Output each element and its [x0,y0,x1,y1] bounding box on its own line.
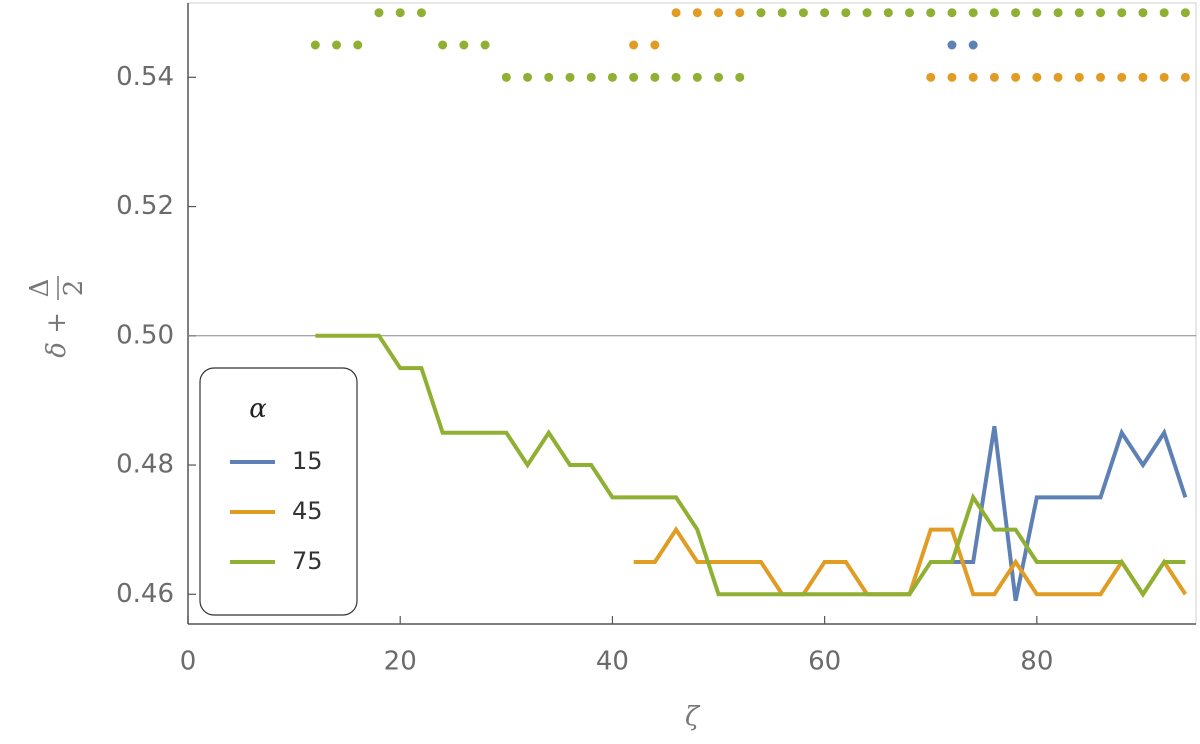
series-point [501,72,511,82]
series-point [586,72,596,82]
series-point [777,8,787,18]
series-point [1032,8,1042,18]
legend-label: 45 [292,497,323,525]
x-tick-label: 60 [808,647,841,677]
series-point [756,8,766,18]
x-tick-label: 0 [180,647,197,677]
series-point [650,40,660,50]
series-point [650,72,660,82]
series-point [438,40,448,50]
series-point [480,40,490,50]
y-label-text: δ + [42,312,72,358]
x-tick-label: 80 [1020,647,1053,677]
y-axis-label: δ + Δ 2 [25,276,89,358]
series-line [951,425,1188,602]
series-point [883,8,893,18]
series-point [947,8,957,18]
series-point [692,72,702,82]
series-point [353,40,363,50]
x-tick-label: 20 [384,647,417,677]
series-point [798,8,808,18]
series-point [565,72,575,82]
y-label-denominator: 2 [59,280,89,297]
series-point [968,72,978,82]
series-point [1011,72,1021,82]
series-point [1138,8,1148,18]
series-point [523,72,533,82]
legend-label: 15 [292,447,323,475]
x-axis-label: ζ [685,702,701,732]
series-line [315,333,1186,598]
series-point [671,72,681,82]
series-point [1074,8,1084,18]
series-point [629,72,639,82]
series-point [1117,8,1127,18]
y-tick-label: 0.48 [116,450,174,480]
legend-box [199,367,358,616]
series-point [1096,8,1106,18]
series-point [1138,72,1148,82]
series-point [1117,72,1127,82]
series-point [310,40,320,50]
series-point [332,40,342,50]
series-point [629,40,639,50]
series-point [926,72,936,82]
legend-title: α [249,394,267,424]
series-point [374,8,384,18]
series-point [947,40,957,50]
series-point [905,8,915,18]
series-point [735,72,745,82]
series-point [692,8,702,18]
series-point [1159,8,1169,18]
series-point [671,8,681,18]
series-point [714,8,724,18]
series-point [862,8,872,18]
series-point [1180,8,1190,18]
plot-area: 0 20 40 60 80 0.46 0.48 0.50 0.52 0.54 [116,3,1196,677]
legend-label: 75 [292,547,323,575]
y-label-numerator: Δ [25,279,55,298]
y-tick-label: 0.50 [116,320,174,350]
series-point [989,8,999,18]
series-point [1180,72,1190,82]
series-point [1011,8,1021,18]
series-point [820,8,830,18]
legend: α 15 45 75 [199,367,358,616]
series-point [1096,72,1106,82]
series-point [926,8,936,18]
series-point [416,8,426,18]
series-point [544,72,554,82]
series-point [1053,72,1063,82]
series-point [714,72,724,82]
series-point [968,40,978,50]
series-point [607,72,617,82]
y-tick-label: 0.46 [116,579,174,609]
series-point [1074,72,1084,82]
series-point [989,72,999,82]
series-point [841,8,851,18]
x-tick-label: 40 [596,647,629,677]
series-point [1032,72,1042,82]
series-point [1159,72,1169,82]
series-point [395,8,405,18]
series-point [947,72,957,82]
y-tick-label: 0.52 [116,191,174,221]
series-point [459,40,469,50]
series-point [968,8,978,18]
series-point [735,8,745,18]
y-tick-label: 0.54 [116,62,174,92]
series-point [1053,8,1063,18]
